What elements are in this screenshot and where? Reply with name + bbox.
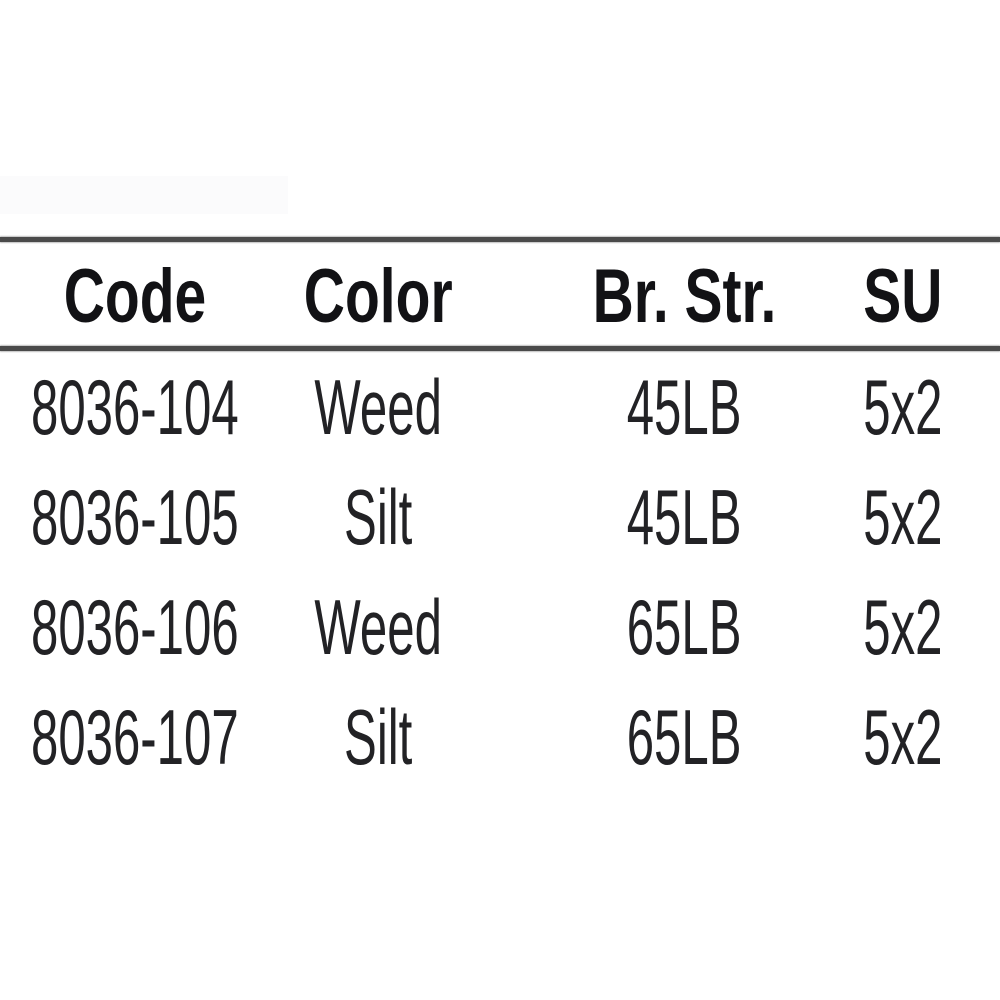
cell-su-text: 5x2 [863,362,943,451]
cell-code: 8036-107 [0,682,270,792]
cell-color-text: Silt [343,692,413,781]
header-divider-rule [0,346,1000,351]
cell-code-text: 8036-107 [31,692,239,781]
cell-color-text: Weed [314,362,442,451]
cell-code: 8036-105 [0,462,270,572]
table-top-rule [0,237,1000,242]
scan-artifact [0,176,288,214]
cell-color-text: Silt [343,472,413,561]
cell-su: 5x2 [863,462,942,572]
cell-br-str-text: 45LB [626,472,742,561]
cell-su-text: 5x2 [863,582,943,671]
cell-color: Weed [270,352,486,462]
cell-su: 5x2 [863,572,942,682]
column-header-color-label: Color [303,253,453,339]
cell-br-str: 45LB [486,462,882,572]
column-header-su-label: SU [863,253,943,339]
cell-br-str: 65LB [486,572,882,682]
cell-su: 5x2 [863,682,942,792]
cell-color: Silt [270,462,486,572]
cell-br-str: 65LB [486,682,882,792]
cell-code: 8036-106 [0,572,270,682]
column-header-color: Color [270,240,486,352]
cell-su: 5x2 [863,352,942,462]
column-header-code-label: Code [63,253,207,339]
column-header-br-str-label: Br. Str. [592,253,776,339]
column-header-br-str: Br. Str. [486,240,882,352]
column-header-code: Code [0,240,270,352]
cell-color: Weed [270,572,486,682]
cell-su-text: 5x2 [863,472,943,561]
cell-color-text: Weed [314,582,442,671]
cell-code-text: 8036-104 [31,362,239,451]
cell-br-str: 45LB [486,352,882,462]
cell-br-str-text: 65LB [626,582,742,671]
cell-br-str-text: 45LB [626,362,742,451]
spec-table: Code Color Br. Str. SU 8036-104 Weed 45L… [0,240,942,792]
cell-su-text: 5x2 [863,692,943,781]
cell-color: Silt [270,682,486,792]
cell-code: 8036-104 [0,352,270,462]
cell-br-str-text: 65LB [626,692,742,781]
cell-code-text: 8036-105 [31,472,239,561]
cell-code-text: 8036-106 [31,582,239,671]
column-header-su: SU [863,240,942,352]
